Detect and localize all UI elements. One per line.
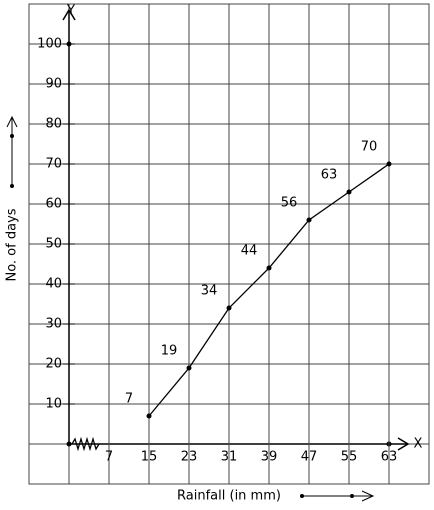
- x-tick-label: 55: [341, 450, 358, 465]
- x-tick-label: 47: [301, 450, 318, 465]
- y-tick-label: 100: [37, 37, 62, 52]
- y-tick-label: 80: [45, 117, 62, 132]
- x-tick-label: 31: [221, 450, 238, 465]
- scale-dot: [350, 494, 354, 498]
- scale-dot: [10, 134, 14, 138]
- origin-dot: [66, 441, 72, 447]
- y-tick-label: 30: [45, 317, 62, 332]
- y-axis-title: No. of days: [5, 208, 20, 281]
- point: [386, 161, 392, 167]
- y-axis-arrow: [62, 8, 76, 21]
- point: [146, 413, 152, 419]
- data-label: 44: [241, 244, 258, 259]
- data-label: 56: [281, 196, 298, 211]
- point: [266, 265, 272, 271]
- data-label: 7: [125, 392, 133, 407]
- scale-dot: [10, 184, 14, 188]
- x-axis-arrow: [397, 437, 410, 451]
- x-tick-label: 7: [105, 450, 113, 465]
- scale-dot: [300, 494, 304, 498]
- point: [186, 365, 192, 371]
- x-tick-label: 15: [141, 450, 158, 465]
- data-label: 63: [321, 168, 338, 183]
- x-axis-letter: X: [414, 437, 423, 452]
- y-axis-letter: Y: [66, 4, 75, 19]
- data-label: 19: [161, 344, 178, 359]
- y-tick-label: 20: [45, 357, 62, 372]
- x-tick-label: 39: [261, 450, 278, 465]
- point: [346, 189, 352, 195]
- scale-arrow-head: [361, 490, 375, 502]
- y-tick-label: 90: [45, 77, 62, 92]
- scale-arrow-head: [6, 115, 18, 128]
- point: [306, 217, 312, 223]
- axis-break: [71, 436, 100, 452]
- y-tick-label: 60: [45, 197, 62, 212]
- x-axis-title: Rainfall (in mm): [177, 489, 281, 504]
- y-tick-label: 50: [45, 237, 62, 252]
- data-label: 34: [201, 284, 218, 299]
- x-tick-label: 23: [181, 450, 198, 465]
- x-tick-label: 63: [381, 450, 398, 465]
- data-label: 70: [361, 140, 378, 155]
- y-tick-label: 40: [45, 277, 62, 292]
- y-tick-label: 10: [45, 397, 62, 412]
- point: [226, 305, 232, 311]
- y-tick-label: 70: [45, 157, 62, 172]
